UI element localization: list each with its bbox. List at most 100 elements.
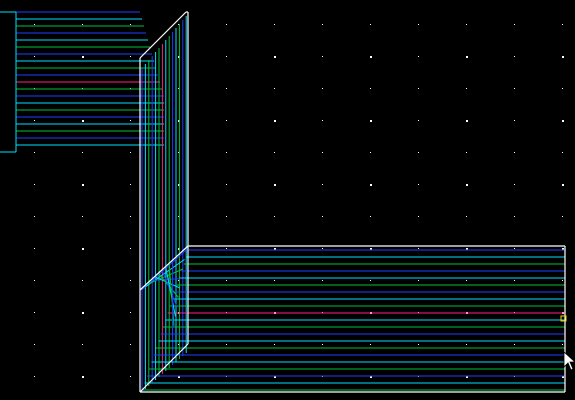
grid-dot [226,152,227,153]
lower-horizontal-trace-band[interactable] [142,249,565,391]
grid-dot [82,312,84,314]
grid-dot [82,120,84,122]
fan-line [155,276,181,289]
grid-dot [418,120,419,121]
grid-dot [514,216,515,217]
grid-dot [34,24,35,25]
fan-line [148,268,184,285]
grid-dot [322,248,323,249]
grid-dot [82,248,84,250]
grid-dot [418,216,419,217]
grid-dot [178,344,179,345]
grid-dot [34,120,35,121]
grid-dot [130,280,131,281]
upper-horizontal-trace-band[interactable] [0,11,164,153]
grid-dot [82,280,83,281]
fan-line [168,264,175,327]
grid-dot [322,24,323,25]
grid-dot [34,376,35,377]
grid-dot [370,216,371,217]
arrow-pointer-icon [563,351,575,371]
selection-outline [139,11,566,393]
grid-dot [562,56,564,58]
grid-dot [514,344,515,345]
grid-dot [274,184,276,186]
grid-dot [226,88,227,89]
grid-dot [322,344,323,345]
grid-dot [82,24,83,25]
grid-dot [130,248,131,249]
grid-dot [130,56,131,57]
grid-dot [466,152,467,153]
grid-dot [322,216,323,217]
grid-dot [562,88,563,89]
grid-dot [322,184,323,185]
grid-dot [130,216,131,217]
grid-dot [34,344,35,345]
grid-dot [514,280,515,281]
vertical-trace-band[interactable] [141,16,187,392]
resize-handle[interactable] [560,315,567,322]
grid-dot [370,184,372,186]
grid-dot [514,56,515,57]
grid-dot [418,184,419,185]
grid-dot [226,216,227,217]
grid-dot [562,216,563,217]
grid-dot [178,24,179,25]
grid-dot [274,248,276,250]
grid-dot [178,88,179,89]
grid-dot [130,312,131,313]
fan-line [152,278,182,281]
grid-dot [322,120,323,121]
grid-dot [370,88,371,89]
grid-dot [82,56,84,58]
grid-dot [226,56,227,57]
grid-dot [370,376,372,378]
grid-dot [466,88,467,89]
grid-dot [130,184,131,185]
grid-dot [178,376,180,378]
grid-dot [514,152,515,153]
outline-bevel-inner [139,245,189,291]
grid-dot [466,216,467,217]
fan-line [165,267,176,317]
grid-dot [418,56,419,57]
grid-dot [130,152,131,153]
grid-dot [418,24,419,25]
grid-dots [34,24,564,378]
grid-dot [370,24,371,25]
grid-dot [322,280,323,281]
grid-dot [274,152,275,153]
grid-dot [514,184,515,185]
grid-dot [274,56,276,58]
grid-dot [370,248,372,250]
grid-dot [274,344,275,345]
grid-dot [226,24,227,25]
grid-dot [226,120,227,121]
grid-dot [562,24,563,25]
grid-dot [226,344,227,345]
grid-dot [322,56,323,57]
grid-dot [34,216,35,217]
grid-dot [34,280,35,281]
grid-dot [34,152,35,153]
grid-dot [466,56,468,58]
grid-dot [274,24,275,25]
grid-dot [130,24,131,25]
outline-bevel-bottom [139,343,189,393]
grid-dot [274,88,275,89]
grid-dot [466,248,468,250]
outline-bevel-top [139,11,187,59]
grid-dot [82,216,83,217]
grid-dot [82,376,84,378]
grid-dot [226,280,227,281]
grid-dot [274,120,276,122]
grid-dot [514,24,515,25]
grid-dot [466,344,467,345]
grid-dot [130,376,131,377]
grid-dot [466,280,467,281]
grid-dot [322,88,323,89]
grid-dot [418,88,419,89]
